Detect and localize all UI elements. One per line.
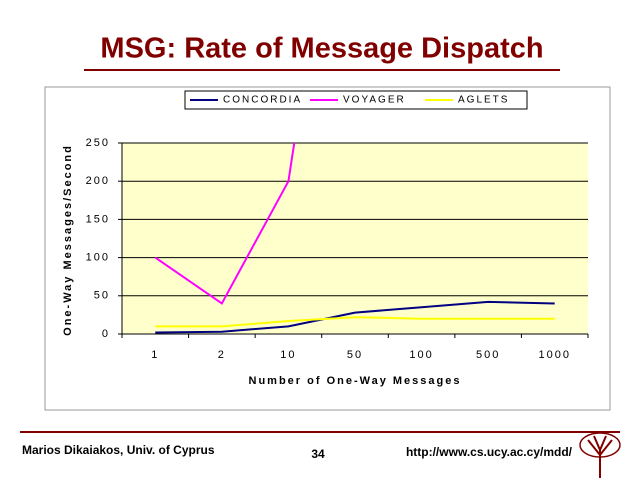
- footer-page: 34: [311, 447, 325, 461]
- y-tick-label: 150: [86, 213, 110, 225]
- x-tick-label: 100: [409, 349, 433, 361]
- x-tick-label: 10: [280, 349, 296, 361]
- series-line: [155, 316, 555, 328]
- footer-author: Marios Dikaiakos, Univ. of Cyprus: [22, 443, 215, 457]
- legend-label: VOYAGER: [343, 95, 406, 106]
- x-tick-label: 2: [218, 349, 226, 361]
- series-line: [155, 300, 555, 334]
- y-tick-label: 50: [94, 290, 110, 302]
- x-tick-label: 50: [347, 349, 363, 361]
- legend-label: CONCORDIA: [223, 95, 302, 106]
- x-tick-label: 1000: [538, 349, 570, 361]
- y-tick-label: 250: [86, 137, 110, 149]
- series-line: [154, 143, 296, 305]
- plot-lines: [154, 143, 555, 334]
- x-tick-label: 500: [476, 349, 500, 361]
- legend-label: AGLETS: [458, 95, 509, 106]
- x-axis-label: Number of One-Way Messages: [249, 375, 462, 387]
- y-tick-label: 200: [86, 175, 110, 187]
- footer-url: http://www.cs.ucy.ac.cy/mdd/: [406, 445, 573, 459]
- legend-box: [184, 90, 528, 110]
- logo-tree: [579, 432, 621, 478]
- y-axis-label: One-Way Messages/Second: [62, 144, 74, 336]
- y-tick-label: 100: [86, 252, 110, 264]
- x-tick-label: 1: [151, 349, 159, 361]
- y-tick-label: 0: [102, 328, 110, 340]
- slide-title: MSG: Rate of Message Dispatch: [100, 33, 543, 65]
- plot-area: [122, 143, 588, 334]
